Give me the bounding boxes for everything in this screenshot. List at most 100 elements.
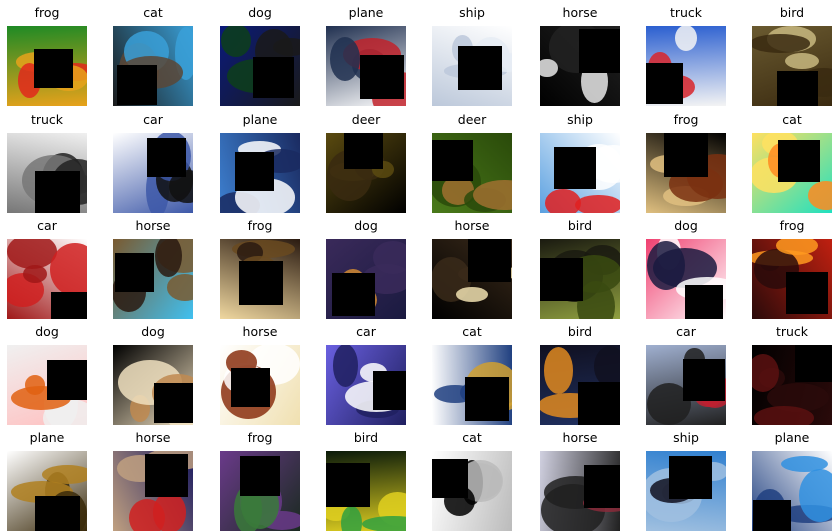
- image-label: dog: [35, 324, 59, 339]
- image-thumbnail: [220, 345, 300, 425]
- image-texture: [455, 286, 489, 302]
- cutout-mask: [540, 258, 583, 301]
- image-texture: [329, 36, 361, 82]
- cutout-mask: [578, 382, 620, 425]
- image-label: dog: [674, 218, 698, 233]
- cutout-mask: [35, 171, 80, 213]
- image-thumbnail: [646, 345, 726, 425]
- cutout-mask: [240, 456, 280, 496]
- image-label: bird: [567, 324, 593, 339]
- image-texture: [152, 492, 187, 531]
- image-label: ship: [673, 430, 699, 445]
- cutout-mask: [669, 456, 712, 499]
- image-texture: [754, 406, 814, 425]
- cutout-mask: [777, 71, 818, 106]
- image-texture: [166, 273, 193, 301]
- image-label: frog: [247, 218, 273, 233]
- image-thumbnail: [220, 133, 300, 213]
- cutout-mask: [685, 285, 723, 319]
- image-label: cat: [462, 324, 482, 339]
- image-label: frog: [247, 430, 273, 445]
- image-thumbnail: [432, 345, 512, 425]
- image-thumbnail: [540, 451, 620, 531]
- image-texture: [332, 345, 358, 387]
- image-label: horse: [454, 218, 490, 233]
- image-texture: [373, 240, 406, 275]
- cutout-mask: [664, 133, 708, 177]
- cutout-mask: [778, 140, 820, 182]
- image-label: plane: [348, 5, 384, 20]
- image-thumbnail: [220, 239, 300, 319]
- image-thumbnail: [113, 451, 193, 531]
- cutout-mask: [326, 463, 370, 507]
- cutout-mask: [231, 368, 270, 407]
- image-texture: [22, 264, 48, 284]
- image-thumbnail: [752, 239, 832, 319]
- cutout-mask: [584, 465, 620, 508]
- image-label: car: [143, 112, 163, 127]
- image-texture: [361, 516, 406, 531]
- image-thumbnail: [220, 26, 300, 106]
- cutout-mask: [753, 500, 791, 531]
- image-thumbnail: [326, 133, 406, 213]
- cutout-mask: [332, 273, 375, 316]
- image-label: car: [37, 218, 57, 233]
- image-thumbnail: [540, 26, 620, 106]
- image-thumbnail: [326, 345, 406, 425]
- image-label: plane: [774, 430, 810, 445]
- image-label: horse: [562, 5, 598, 20]
- image-label: frog: [34, 5, 60, 20]
- image-thumbnail: [326, 451, 406, 531]
- cutout-mask: [235, 152, 274, 191]
- image-thumbnail: [113, 239, 193, 319]
- image-label: dog: [354, 218, 378, 233]
- image-label: bird: [353, 430, 379, 445]
- image-label: plane: [29, 430, 65, 445]
- cutout-mask: [360, 55, 404, 99]
- image-thumbnail: [752, 451, 832, 531]
- cutout-mask: [35, 496, 80, 531]
- cutout-mask: [458, 46, 502, 90]
- image-label: dog: [248, 5, 272, 20]
- image-thumbnail: [752, 345, 832, 425]
- image-label: car: [676, 324, 696, 339]
- image-label: cat: [462, 430, 482, 445]
- cutout-mask: [432, 140, 473, 181]
- cutout-mask: [154, 383, 193, 423]
- cutout-mask: [47, 360, 87, 400]
- image-label: truck: [30, 112, 64, 127]
- image-thumbnail: [752, 26, 832, 106]
- image-label: horse: [562, 430, 598, 445]
- cutout-mask: [147, 138, 186, 177]
- image-label: bird: [779, 5, 805, 20]
- image-texture: [169, 169, 193, 204]
- image-thumbnail: [432, 26, 512, 106]
- image-thumbnail: [646, 239, 726, 319]
- image-texture: [798, 468, 832, 523]
- image-label: horse: [135, 430, 171, 445]
- image-label: horse: [242, 324, 278, 339]
- image-thumbnail: [113, 26, 193, 106]
- cutout-mask: [465, 377, 509, 421]
- cutout-mask: [795, 345, 832, 382]
- image-label: truck: [775, 324, 809, 339]
- image-thumbnail: [540, 133, 620, 213]
- image-label: horse: [135, 218, 171, 233]
- image-label: bird: [567, 218, 593, 233]
- image-texture: [752, 34, 811, 53]
- cutout-mask: [786, 272, 828, 314]
- image-texture: [776, 239, 818, 255]
- image-thumbnail: [432, 451, 512, 531]
- image-thumbnail: [7, 239, 87, 319]
- image-texture: [674, 26, 697, 52]
- cutout-mask: [34, 49, 73, 88]
- image-texture: [784, 52, 819, 69]
- image-thumbnail: [220, 451, 300, 531]
- image-label: deer: [457, 112, 487, 127]
- image-thumbnail: [113, 133, 193, 213]
- image-texture: [646, 241, 685, 291]
- cutout-mask: [117, 65, 157, 105]
- image-texture: [575, 195, 620, 213]
- image-thumbnail: [540, 345, 620, 425]
- image-texture: [540, 59, 559, 78]
